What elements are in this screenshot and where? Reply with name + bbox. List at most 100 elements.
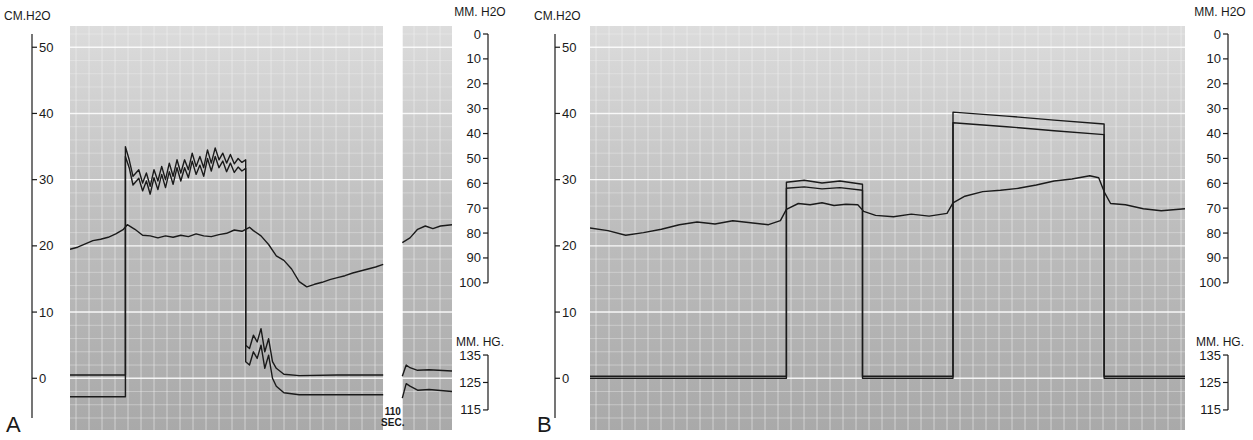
paper-line — [947, 26, 948, 430]
paper-line — [895, 26, 896, 430]
paper-line — [1155, 26, 1156, 430]
y2-tick-label: 30 — [467, 101, 481, 116]
y-tick-label: 50 — [562, 40, 576, 55]
y2-tick — [483, 58, 488, 59]
y2-tick-label: 60 — [467, 176, 481, 191]
paper-line — [349, 26, 350, 430]
y-tick — [32, 378, 37, 379]
paper-line — [1129, 26, 1130, 430]
y2-tick — [1223, 257, 1228, 258]
paper-line — [590, 60, 1185, 61]
paper-line — [1051, 26, 1052, 430]
y-tick-label: 40 — [39, 106, 53, 121]
paper-line — [921, 26, 922, 430]
record-gap — [383, 24, 402, 432]
y2-tick — [483, 108, 488, 109]
paper-line — [258, 26, 259, 430]
paper-line — [1038, 26, 1039, 430]
y3-tick-label: 125 — [459, 375, 481, 390]
paper-line — [1103, 26, 1104, 430]
paper-line — [590, 351, 1185, 352]
y-tick — [555, 179, 560, 180]
paper-line — [590, 113, 1185, 114]
panel: 01020304050CM.H2O0102030405060708090100M… — [534, 5, 1246, 437]
annotation-line: SEC. — [381, 417, 405, 428]
paper-line — [590, 391, 1185, 392]
paper-line — [778, 26, 779, 430]
paper-line — [206, 26, 207, 430]
paper-line — [284, 26, 285, 430]
y2-tick — [483, 257, 488, 258]
y2-tick — [1223, 108, 1228, 109]
y-axis — [31, 34, 32, 418]
paper-line — [986, 26, 987, 430]
paper-line — [609, 26, 610, 430]
paper-line — [375, 26, 376, 430]
y2-tick-label: 0 — [474, 27, 481, 42]
paper-line — [590, 192, 1185, 193]
paper-line — [590, 206, 1185, 207]
y-tick-label: 20 — [39, 238, 53, 253]
annotation-line: 110 — [385, 406, 402, 417]
y2-tick-label: 80 — [1207, 226, 1221, 241]
y-tick — [555, 245, 560, 246]
y2-tick — [1223, 208, 1228, 209]
paper-line — [440, 26, 441, 430]
grid-line — [590, 311, 1185, 312]
traces — [590, 112, 1185, 378]
y2-tick-label: 20 — [467, 76, 481, 91]
paper-line — [1168, 26, 1169, 430]
y-tick — [32, 311, 37, 312]
y-tick — [32, 47, 37, 48]
paper-line — [1090, 26, 1091, 430]
y3-tick-label: 135 — [1199, 348, 1221, 363]
y2-tick — [1223, 83, 1228, 84]
paper-line — [590, 404, 1185, 405]
paper-line — [154, 26, 155, 430]
y-tick — [32, 179, 37, 180]
panel-letter: A — [6, 412, 21, 437]
y2-axis-title: MM. H2O — [454, 5, 505, 19]
plot-background — [590, 26, 1185, 430]
paper-line — [590, 166, 1185, 167]
grid-line — [590, 245, 1185, 246]
paper-line — [590, 259, 1185, 260]
y-tick — [32, 245, 37, 246]
paper-line — [960, 26, 961, 430]
trace — [70, 225, 452, 287]
paper-line — [590, 126, 1185, 127]
trace — [590, 123, 1185, 379]
paper-line — [882, 26, 883, 430]
paper-line — [76, 26, 77, 430]
paper-line — [1181, 26, 1182, 430]
paper-line — [219, 26, 220, 430]
paper-line — [726, 26, 727, 430]
paper-line — [590, 34, 1185, 35]
panel-letter: B — [537, 412, 552, 437]
y2-tick — [1223, 133, 1228, 134]
paper-line — [102, 26, 103, 430]
y-tick-label: 0 — [39, 371, 46, 386]
grid-line — [590, 47, 1185, 48]
paper-line — [590, 298, 1185, 299]
y3-tick — [483, 409, 488, 410]
annotation: 110SEC. — [381, 406, 405, 428]
y-tick-label: 10 — [562, 305, 576, 320]
paper-line — [804, 26, 805, 430]
paper-line — [232, 26, 233, 430]
figure: 01020304050CM.H2O0102030405060708090100M… — [0, 0, 1253, 440]
paper-line — [590, 47, 1185, 48]
paper-line — [635, 26, 636, 430]
paper-line — [362, 26, 363, 430]
paper-line — [752, 26, 753, 430]
y2-tick-label: 40 — [467, 126, 481, 141]
record-gap — [383, 24, 402, 432]
paper-line — [596, 26, 597, 430]
y2-tick — [483, 158, 488, 159]
paper-line — [590, 365, 1185, 366]
y2-tick-label: 20 — [1207, 76, 1221, 91]
paper-line — [908, 26, 909, 430]
paper-line — [590, 100, 1185, 101]
panel: 01020304050CM.H2O0102030405060708090100M… — [4, 5, 506, 437]
trace — [590, 176, 1185, 236]
